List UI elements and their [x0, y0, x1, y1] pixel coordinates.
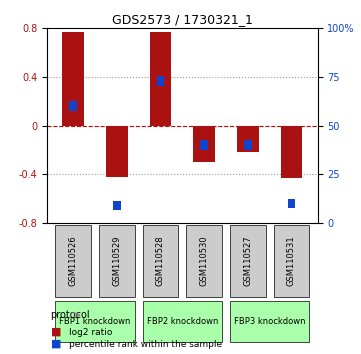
Bar: [200, 140, 208, 150]
FancyBboxPatch shape: [55, 301, 135, 342]
Text: FBP3 knockdown: FBP3 knockdown: [234, 317, 305, 326]
Bar: [288, 199, 295, 209]
Text: GSM110528: GSM110528: [156, 235, 165, 286]
Bar: [113, 201, 121, 210]
FancyBboxPatch shape: [186, 224, 222, 297]
FancyBboxPatch shape: [230, 224, 266, 297]
Bar: [69, 101, 77, 111]
Bar: [193, 126, 215, 162]
Bar: [280, 126, 303, 178]
Text: GSM110526: GSM110526: [69, 235, 78, 286]
Bar: [149, 32, 171, 126]
Bar: [244, 140, 252, 150]
Text: protocol: protocol: [50, 310, 89, 320]
Text: percentile rank within the sample: percentile rank within the sample: [69, 341, 222, 349]
Text: ■: ■: [51, 339, 61, 349]
Text: log2 ratio: log2 ratio: [69, 329, 112, 337]
Text: GSM110530: GSM110530: [200, 235, 209, 286]
Text: GSM110529: GSM110529: [112, 235, 121, 286]
FancyBboxPatch shape: [143, 224, 178, 297]
Bar: [62, 32, 84, 126]
FancyBboxPatch shape: [99, 224, 135, 297]
Text: GSM110531: GSM110531: [287, 235, 296, 286]
Bar: [106, 126, 128, 177]
FancyBboxPatch shape: [274, 224, 309, 297]
Text: ■: ■: [51, 326, 61, 336]
FancyBboxPatch shape: [230, 301, 309, 342]
Text: FBP1 knockdown: FBP1 knockdown: [59, 317, 131, 326]
Title: GDS2573 / 1730321_1: GDS2573 / 1730321_1: [112, 13, 253, 26]
Bar: [157, 76, 164, 86]
Text: FBP2 knockdown: FBP2 knockdown: [147, 317, 218, 326]
Bar: [237, 126, 259, 153]
FancyBboxPatch shape: [143, 301, 222, 342]
Text: GSM110527: GSM110527: [243, 235, 252, 286]
FancyBboxPatch shape: [55, 224, 91, 297]
